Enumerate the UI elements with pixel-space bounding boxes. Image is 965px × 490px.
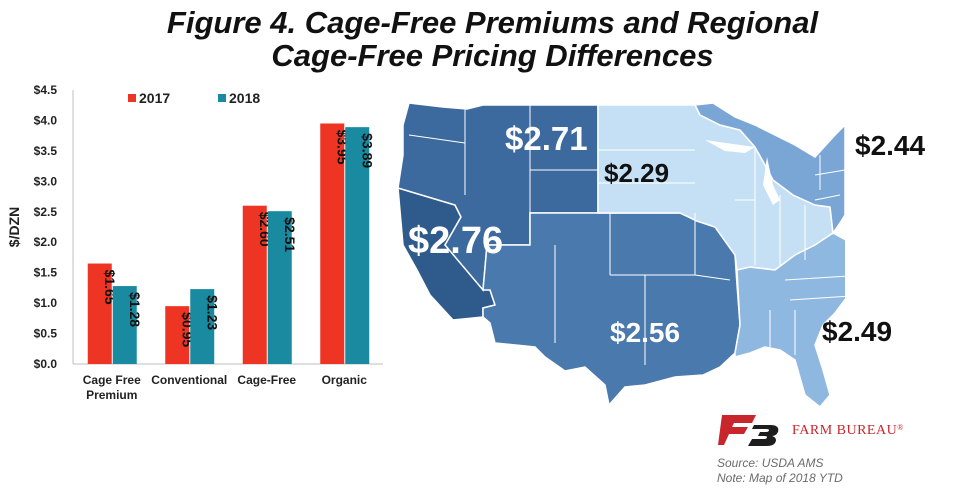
logo-wordmark: FARM BUREAU	[792, 423, 898, 438]
y-tick-label: $4.5	[34, 83, 58, 97]
bar-2018-1	[190, 289, 215, 364]
region-price-southwest: $2.56	[610, 317, 681, 348]
bar-2017-1	[165, 306, 190, 364]
y-tick-label: $0.5	[34, 327, 58, 341]
x-tick-label: Cage Free	[83, 373, 141, 387]
bar-2018-2	[267, 211, 292, 364]
farm-bureau-logo-text: FARM BUREAU®	[792, 423, 904, 438]
bar-value-label: $3.89	[359, 133, 375, 168]
legend-swatch-2017	[128, 94, 136, 102]
y-tick-label: $3.0	[34, 174, 58, 188]
region-price-california: $2.76	[408, 220, 504, 262]
great-lakes	[705, 140, 780, 205]
x-tick-label: Organic	[322, 373, 368, 387]
region-price-midwest: $2.29	[604, 158, 670, 188]
bar-value-label: $2.51	[282, 217, 298, 252]
figure-title: Figure 4. Cage-Free Premiums and Regiona…	[0, 6, 965, 72]
us-map	[397, 102, 845, 409]
title-line-1: Figure 4. Cage-Free Premiums and Regiona…	[166, 5, 819, 40]
state-borders	[408, 105, 845, 365]
y-tick-label: $2.5	[34, 205, 58, 219]
farm-bureau-logo-icon	[718, 415, 779, 446]
map-region-southeast	[734, 232, 845, 409]
y-tick-label: $0.0	[34, 357, 58, 371]
note-line: Note: Map of 2018 YTD	[717, 471, 843, 485]
x-tick-label: Premium	[86, 388, 137, 402]
y-tick-label: $1.0	[34, 296, 58, 310]
bar-2017-2	[242, 205, 267, 364]
region-price-northwest: $2.71	[505, 120, 588, 157]
bar-2018-3	[345, 127, 370, 365]
source-line: Source: USDA AMS	[717, 456, 824, 470]
map-region-northeast	[693, 102, 845, 236]
y-tick-label: $1.5	[34, 266, 58, 280]
legend-label-2018: 2018	[229, 90, 260, 106]
source-note: Source: USDA AMS Note: Map of 2018 YTD	[717, 456, 843, 486]
bar-2017-0	[87, 263, 112, 364]
y-tick-label: $3.5	[34, 144, 58, 158]
bar-value-label: $1.28	[127, 292, 143, 327]
y-axis-label: $/DZN	[6, 207, 22, 247]
farm-bureau-logo: FARM BUREAU®	[718, 413, 938, 453]
title-line-2: Cage-Free Pricing Differences	[271, 38, 714, 73]
y-tick-label: $4.0	[34, 113, 58, 127]
region-price-southeast: $2.49	[822, 316, 893, 347]
legend-label-2017: 2017	[139, 90, 170, 106]
bar-2018-0	[112, 286, 137, 364]
bar-chart: $0.0 $0.5 $1.0 $1.5 $2.0 $2.5 $3.0 $3.5 $4.0 $4.5…	[6, 83, 383, 402]
region-price-northeast: $2.44	[855, 130, 926, 161]
bar-2017-3	[320, 123, 345, 364]
x-tick-label: Conventional	[151, 373, 227, 387]
legend-swatch-2018	[218, 94, 226, 102]
bar-value-label: $1.23	[204, 295, 220, 330]
y-tick-label: $2.0	[34, 235, 58, 249]
x-tick-label: Cage-Free	[237, 373, 296, 387]
